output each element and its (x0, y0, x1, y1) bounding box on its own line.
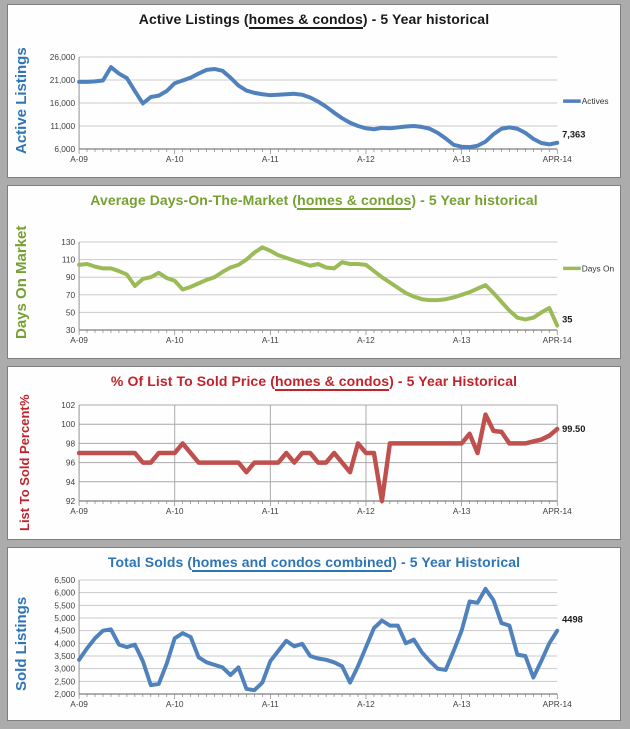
active-listings-plot: 6,000 11,000 16,000 21,000 26,000 A-09 A-10 A-1… (34, 29, 618, 175)
total-solds-plot: 2,000 2,500 3,000 3,500 4,000 4,500 5,000 5,500… (34, 572, 618, 718)
days-on-market-plot: 30 50 70 90 110 130 A-09 A-10 A-11 A-12 A-13 APR-14… (34, 210, 618, 356)
svg-text:11,000: 11,000 (50, 121, 75, 131)
svg-text:30: 30 (66, 325, 76, 335)
svg-text:A-12: A-12 (357, 335, 375, 345)
svg-text:99.50: 99.50 (562, 423, 585, 434)
title-underlined: homes & condos (274, 373, 390, 391)
title-pre: Average Days-On-The-Market ( (90, 192, 298, 208)
svg-text:35: 35 (562, 314, 572, 325)
svg-text:A-11: A-11 (262, 506, 279, 516)
chart-panel-active-listings: Active Listings (homes & condos) - 5 Yea… (7, 4, 621, 178)
svg-text:A-09: A-09 (70, 335, 88, 345)
list-to-sold-plot: 92 94 96 98 100 102 A-09 A-10 A-11 A-12 A-13 APR-14… (34, 391, 618, 537)
svg-text:4,500: 4,500 (54, 626, 75, 636)
chart-title-active-listings: Active Listings (homes & condos) - 5 Yea… (8, 5, 620, 29)
title-underlined: homes & condos (297, 192, 412, 210)
svg-text:A-10: A-10 (166, 335, 184, 345)
svg-text:21,000: 21,000 (50, 75, 76, 85)
title-post: ) - 5 Year Historical (389, 373, 518, 389)
svg-text:7,363: 7,363 (562, 129, 585, 140)
svg-text:94: 94 (66, 477, 76, 487)
svg-text:A-13: A-13 (453, 335, 471, 345)
chart-panel-list-to-sold: % Of List To Sold Price (homes & condos)… (7, 366, 621, 540)
svg-text:A-12: A-12 (357, 154, 375, 164)
svg-text:Actives: Actives (582, 96, 609, 106)
svg-text:70: 70 (66, 290, 76, 300)
title-post: ) - 5 Year Historical (392, 554, 521, 570)
svg-text:4498: 4498 (562, 614, 583, 625)
chart-panel-total-solds: Total Solds (homes and condos combined) … (7, 547, 621, 721)
svg-text:92: 92 (66, 496, 76, 506)
chart-title-days-on-market: Average Days-On-The-Market (homes & cond… (8, 186, 620, 210)
chart-title-list-to-sold: % Of List To Sold Price (homes & condos)… (8, 367, 620, 391)
title-pre: Active Listings ( (138, 11, 249, 27)
svg-text:A-11: A-11 (262, 699, 279, 709)
svg-text:5,500: 5,500 (54, 600, 75, 610)
svg-text:50: 50 (66, 307, 76, 317)
title-pre: Total Solds ( (107, 554, 193, 570)
title-post: ) - 5 Year historical (362, 11, 490, 27)
svg-text:A-10: A-10 (166, 154, 184, 164)
svg-text:6,000: 6,000 (54, 588, 75, 598)
svg-text:A-13: A-13 (453, 506, 471, 516)
y-axis-label-active-listings: Active Listings (13, 47, 31, 155)
svg-text:A-13: A-13 (453, 154, 471, 164)
svg-text:3,000: 3,000 (54, 664, 75, 674)
chart-panel-days-on-market: Average Days-On-The-Market (homes & cond… (7, 185, 621, 359)
svg-text:Days On: Days On (582, 263, 615, 273)
svg-text:A-13: A-13 (453, 699, 471, 709)
svg-text:130: 130 (61, 237, 75, 247)
svg-text:A-10: A-10 (166, 506, 184, 516)
svg-text:APR-14: APR-14 (543, 506, 572, 516)
svg-text:4,000: 4,000 (54, 638, 75, 648)
svg-text:26,000: 26,000 (50, 52, 76, 62)
title-underlined: homes and condos combined (192, 554, 393, 572)
svg-text:98: 98 (66, 438, 76, 448)
svg-text:2,500: 2,500 (54, 676, 75, 686)
svg-text:APR-14: APR-14 (543, 154, 572, 164)
y-axis-label-total-solds: Sold Listings (13, 596, 31, 692)
svg-text:APR-14: APR-14 (543, 699, 572, 709)
svg-text:6,500: 6,500 (54, 575, 75, 585)
svg-text:A-12: A-12 (357, 699, 375, 709)
svg-text:A-09: A-09 (70, 154, 88, 164)
svg-text:3,500: 3,500 (54, 651, 75, 661)
title-underlined: homes & condos (248, 11, 363, 29)
title-post: ) - 5 Year historical (411, 192, 538, 208)
svg-text:APR-14: APR-14 (543, 335, 572, 345)
svg-text:16,000: 16,000 (50, 98, 76, 108)
svg-text:90: 90 (66, 272, 76, 282)
svg-text:A-09: A-09 (70, 506, 88, 516)
svg-text:A-12: A-12 (357, 506, 375, 516)
svg-text:A-11: A-11 (262, 154, 279, 164)
svg-text:96: 96 (66, 458, 76, 468)
svg-text:100: 100 (61, 419, 75, 429)
svg-text:6,000: 6,000 (54, 144, 75, 154)
chart-title-total-solds: Total Solds (homes and condos combined) … (8, 548, 620, 572)
svg-text:2,000: 2,000 (54, 689, 75, 699)
title-pre: % Of List To Sold Price ( (110, 373, 275, 389)
svg-text:A-09: A-09 (70, 699, 88, 709)
svg-text:5,000: 5,000 (54, 613, 75, 623)
svg-text:110: 110 (62, 255, 76, 265)
svg-text:102: 102 (61, 400, 75, 410)
svg-text:A-11: A-11 (262, 335, 279, 345)
y-axis-label-days-on-market: Days On Market (13, 225, 31, 339)
svg-text:A-10: A-10 (166, 699, 184, 709)
